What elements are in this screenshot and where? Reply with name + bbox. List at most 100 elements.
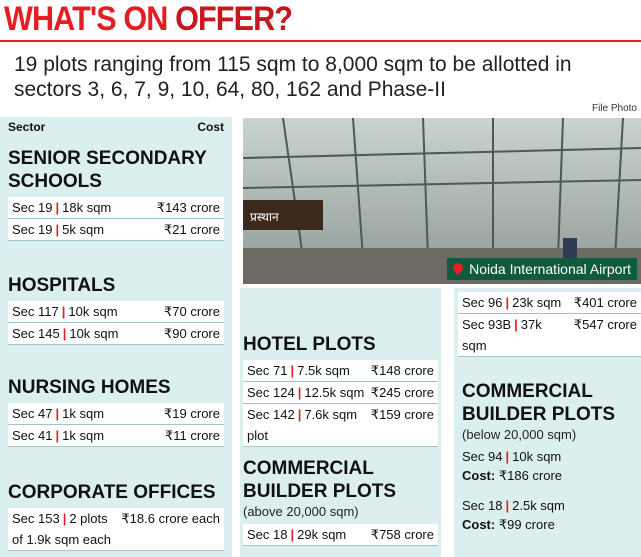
sector: Sec 124 — [247, 385, 295, 400]
section: HOSPITALS Sec 117 | 10k sqm ₹70 crore Sec 145… — [8, 274, 224, 345]
cost: ₹11 crore — [165, 428, 220, 443]
header-cost: Cost — [197, 120, 224, 134]
plot-row: Sec 47 | 1k sqm ₹19 crore — [8, 403, 224, 425]
sector: Sec 94 — [462, 449, 503, 464]
plot-info: Sec 19 | 5k sqm — [12, 219, 158, 240]
plot-row: Sec 124 | 12.5k sqm ₹245 crore — [243, 382, 438, 404]
area: 12.5k sqm — [304, 385, 365, 400]
cost-label: Cost: — [462, 517, 496, 532]
cost-line: Cost: ₹99 crore — [462, 515, 639, 534]
subtitle: 19 plots ranging from 115 sqm to 8,000 s… — [14, 53, 572, 101]
area: 2.5k sqm — [512, 498, 565, 513]
header-sector: Sector — [8, 120, 46, 134]
cost: ₹143 crore — [156, 200, 220, 215]
separator: | — [62, 511, 67, 526]
area: 23k sqm — [512, 295, 562, 310]
plot-row: Sec 19 | 18k sqm ₹143 crore — [8, 197, 224, 219]
cost: ₹547 crore — [573, 317, 637, 332]
plot-row: Sec 41 | 1k sqm ₹11 crore — [8, 425, 224, 447]
plot-info: Sec 41 | 1k sqm — [12, 425, 159, 446]
separator: | — [505, 449, 510, 464]
area: 10k sqm — [69, 326, 119, 341]
plot-info: Sec 71 | 7.5k sqm — [247, 360, 365, 381]
section-title: COMMERCIAL BUILDER PLOTS — [243, 458, 397, 502]
plot-entry: Sec 94 | 10k sqm Cost: ₹186 crore — [462, 447, 639, 485]
photo — [243, 118, 641, 284]
separator: | — [505, 498, 510, 513]
separator: | — [505, 295, 510, 310]
plot-info: Sec 145 | 10k sqm — [12, 323, 158, 344]
photo-caption: Noida International Airport — [447, 258, 637, 280]
section-title: NURSING HOMES — [8, 377, 171, 398]
area: 7.5k sqm — [297, 363, 350, 378]
caption-text: Noida International Airport — [469, 261, 631, 277]
section-title: COMMERCIAL BUILDER PLOTS — [462, 381, 616, 425]
section-title: HOTEL PLOTS — [243, 334, 376, 355]
section: NURSING HOMES Sec 47 | 1k sqm ₹19 crore Sec 4… — [8, 376, 224, 447]
cost: ₹159 crore — [370, 407, 434, 422]
section-title: SENIOR SECONDARY SCHOOLS — [8, 148, 207, 192]
area: 10k sqm — [512, 449, 562, 464]
section: SENIOR SECONDARY SCHOOLS Sec 19 | 18k sqm ₹1… — [8, 147, 224, 241]
cost-line: Cost: ₹186 crore — [462, 466, 639, 485]
section-title: HOSPITALS — [8, 275, 116, 296]
table-header: Sector Cost — [8, 120, 224, 134]
plot-row: Sec 96 | 23k sqm ₹401 crore — [458, 292, 641, 314]
cost: ₹19 crore — [164, 406, 220, 421]
plot-info: Sec 18 | 29k sqm — [247, 524, 365, 545]
photo-sign: प्रस्थान — [250, 210, 279, 224]
cost: ₹148 crore — [370, 363, 434, 378]
separator: | — [55, 222, 60, 237]
cost: ₹401 crore — [573, 295, 637, 310]
headline-rest: OFFER? — [175, 0, 293, 38]
plot-info: Sec 142 | 7.6k sqm plot — [247, 404, 365, 446]
plot-row: Sec 93B | 37k sqm ₹547 crore — [458, 314, 641, 357]
rule — [0, 40, 641, 42]
plot-info: Sec 124 | 12.5k sqm — [247, 382, 365, 403]
area: 18k sqm — [62, 200, 112, 215]
sector: Sec 19 — [12, 200, 53, 215]
photo-credit: File Photo — [591, 103, 637, 114]
headline-highlight: WHAT'S ON — [4, 0, 168, 38]
sector: Sec 18 — [462, 498, 503, 513]
plot-info: Sec 117 | 10k sqm — [12, 301, 158, 322]
sector: Sec 145 — [12, 326, 60, 341]
area: 1k sqm — [62, 428, 105, 443]
section: HOTEL PLOTS Sec 71 | 7.5k sqm ₹148 crore Sec … — [243, 333, 438, 447]
separator: | — [297, 407, 302, 422]
separator: | — [290, 527, 295, 542]
cost: ₹758 crore — [370, 527, 434, 542]
section-note: (above 20,000 sqm) — [243, 504, 359, 519]
plot-row: Sec 71 | 7.5k sqm ₹148 crore — [243, 360, 438, 382]
separator: | — [62, 326, 67, 341]
sector: Sec 96 — [462, 295, 503, 310]
cost: ₹186 crore — [498, 468, 563, 483]
plot-info: Sec 93B | 37k sqm — [462, 314, 568, 356]
cost: ₹99 crore — [498, 517, 555, 532]
plot-info: Sec 153 | 2 plots of 1.9k sqm each — [12, 508, 115, 550]
plot-line: Sec 18 | 2.5k sqm — [462, 496, 639, 515]
area: 37k sqm — [462, 317, 542, 353]
area: 29k sqm — [297, 527, 347, 542]
section: COMMERCIAL BUILDER PLOTS (below 20,000 sq… — [462, 380, 639, 545]
sector: Sec 93B — [462, 317, 512, 332]
plot-row: Sec 18 | 29k sqm ₹758 crore — [243, 524, 438, 546]
plot-info: Sec 19 | 18k sqm — [12, 197, 151, 218]
area: 5k sqm — [62, 222, 105, 237]
sector: Sec 142 — [247, 407, 295, 422]
plot-row: Sec 117 | 10k sqm ₹70 crore — [8, 301, 224, 323]
section: CORPORATE OFFICES Sec 153 | 2 plots of 1.9k… — [8, 481, 224, 551]
section-note: (below 20,000 sqm) — [462, 427, 577, 442]
plot-info: Sec 96 | 23k sqm — [462, 292, 568, 313]
area: 2 plots of 1.9k sqm each — [12, 511, 111, 547]
plot-row: Sec 142 | 7.6k sqm plot ₹159 crore — [243, 404, 438, 447]
plot-row: Sec 19 | 5k sqm ₹21 crore — [8, 219, 224, 241]
cost: ₹90 crore — [164, 326, 220, 341]
cost-label: Cost: — [462, 468, 496, 483]
sector: Sec 71 — [247, 363, 288, 378]
section: COMMERCIAL BUILDER PLOTS (above 20,000 sq… — [243, 457, 438, 546]
separator: | — [55, 428, 60, 443]
separator: | — [297, 385, 302, 400]
section-title: CORPORATE OFFICES — [8, 482, 216, 503]
